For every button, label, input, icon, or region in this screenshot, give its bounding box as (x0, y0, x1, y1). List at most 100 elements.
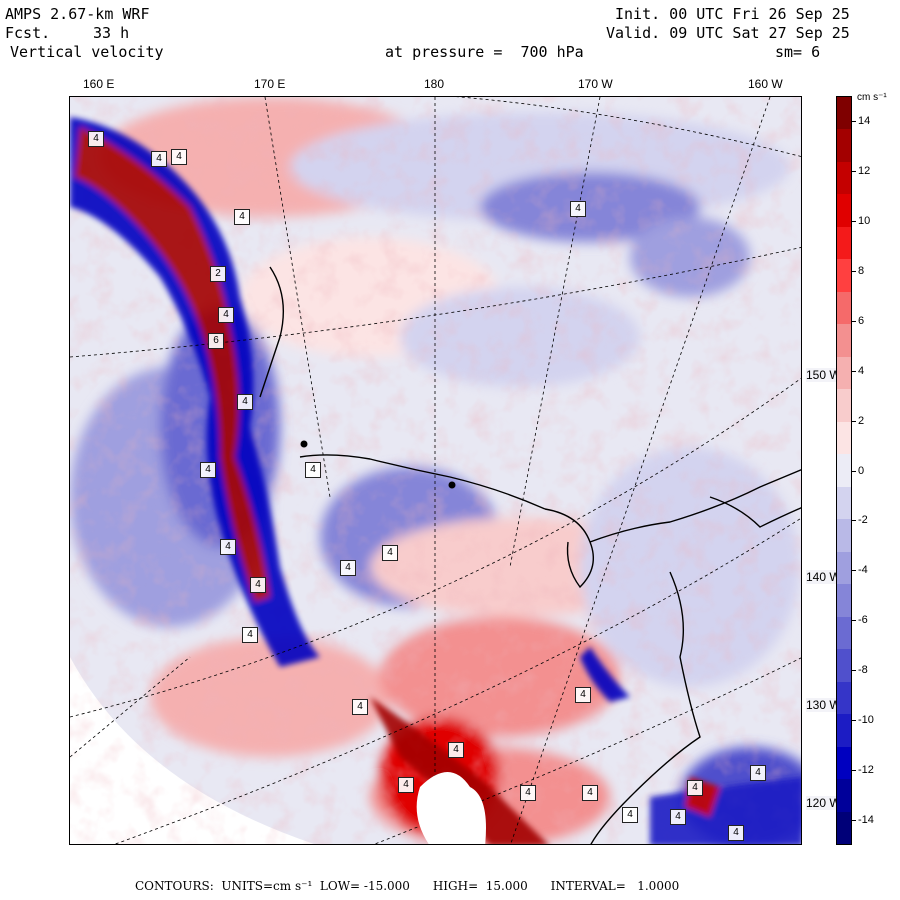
contour-label: 4 (750, 765, 766, 781)
contour-label: 2 (210, 266, 226, 282)
colorbar-tick-mark (851, 220, 856, 222)
colorbar-segment (837, 324, 851, 358)
colorbar (836, 96, 852, 845)
colorbar-tick-label: -2 (858, 514, 868, 527)
lon-label-160w: 160 W (748, 77, 783, 91)
colorbar-tick-label: 6 (858, 314, 865, 327)
colorbar-segment (837, 616, 851, 651)
colorbar-segment (837, 584, 851, 618)
colorbar-tick-mark (851, 270, 856, 272)
coastline (259, 266, 801, 844)
init-time: Init. 00 UTC Fri 26 Sep 25 (615, 5, 850, 23)
contour-label: 4 (237, 394, 253, 410)
colorbar-tick-mark (851, 120, 856, 122)
contour-label: 4 (352, 699, 368, 715)
colorbar-tick-label: 10 (858, 214, 871, 227)
colorbar-tick-mark (851, 370, 856, 372)
mountain-band (70, 117, 801, 844)
valid-time: Valid. 09 UTC Sat 27 Sep 25 (606, 24, 850, 42)
contour-label: 4 (200, 462, 216, 478)
contour-label: 4 (220, 539, 236, 555)
colorbar-tick-mark (851, 720, 856, 722)
contour-label: 4 (305, 462, 321, 478)
colorbar-tick-mark (851, 570, 856, 572)
colorbar-tick-label: -6 (858, 614, 868, 627)
land-patch (416, 772, 486, 844)
contour-label: 4 (234, 209, 250, 225)
contour-label: 4 (448, 742, 464, 758)
contour-label: 4 (171, 149, 187, 165)
colorbar-segment (837, 356, 851, 391)
contour-label: 4 (250, 577, 266, 593)
colorbar-tick-label: -14 (858, 814, 874, 827)
colorbar-segment (837, 259, 851, 293)
contour-footer: CONTOURS: UNITS=cm s⁻¹ LOW= -15.000 HIGH… (135, 879, 680, 893)
colorbar-segment (837, 421, 851, 456)
colorbar-segment (837, 226, 851, 261)
colorbar-tick-mark (851, 770, 856, 772)
colorbar-tick-label: 0 (858, 464, 865, 477)
colorbar-segment (837, 779, 851, 813)
colorbar-segment (837, 161, 851, 196)
station-dot (448, 481, 456, 489)
contour-label: 4 (687, 780, 703, 796)
contour-label: 4 (398, 777, 414, 793)
colorbar-segment (837, 129, 851, 163)
contour-label: 6 (208, 333, 224, 349)
colorbar-tick-label: 14 (858, 114, 871, 127)
contour-label: 4 (242, 627, 258, 643)
contour-label: 4 (151, 151, 167, 167)
colorbar-tick-mark (851, 420, 856, 422)
contour-label: 4 (670, 809, 686, 825)
colorbar-unit-label: cm s⁻¹ (857, 92, 887, 103)
lat-label-120w: 120 W (806, 796, 841, 810)
lat-label-130w: 130 W (806, 698, 841, 712)
colorbar-tick-label: -8 (858, 664, 868, 677)
map-field-svg (70, 97, 801, 844)
lon-label-160e: 160 E (83, 77, 115, 91)
lat-label-140w: 140 W (806, 570, 841, 584)
lon-label-180: 180 (424, 77, 445, 91)
contour-label: 4 (340, 560, 356, 576)
colorbar-segment (837, 454, 851, 488)
contour-label: 4 (622, 807, 638, 823)
colorbar-segment (837, 389, 851, 423)
colorbar-tick-mark (851, 170, 856, 172)
colorbar-segment (837, 746, 851, 781)
colorbar-segment (837, 681, 851, 716)
colorbar-segment (837, 291, 851, 326)
colorbar-tick-label: -10 (858, 714, 874, 727)
lon-label-170e: 170 E (254, 77, 286, 91)
contour-label: 4 (520, 785, 536, 801)
colorbar-segment (837, 194, 851, 228)
colorbar-tick-label: 8 (858, 264, 865, 277)
colorbar-tick-label: 12 (858, 164, 871, 177)
smoothing-label: sm= 6 (775, 43, 821, 61)
forecast-hours: 33 h (93, 24, 130, 42)
contour-label: 4 (728, 825, 744, 841)
colorbar-tick-mark (851, 620, 856, 622)
colorbar-tick-mark (851, 820, 856, 822)
lat-label-150w: 150 W (806, 368, 841, 382)
colorbar-segment (837, 714, 851, 748)
station-dot (300, 440, 308, 448)
colorbar-segment (837, 519, 851, 553)
field-name: Vertical velocity (10, 43, 164, 61)
contour-label: 4 (570, 201, 586, 217)
colorbar-segment (837, 551, 851, 586)
colorbar-tick-mark (851, 520, 856, 522)
colorbar-tick-mark (851, 670, 856, 672)
colorbar-segment (837, 649, 851, 683)
contour-label: 4 (575, 687, 591, 703)
colorbar-tick-label: -12 (858, 764, 874, 777)
lon-label-170w: 170 W (578, 77, 613, 91)
contour-label: 4 (88, 131, 104, 147)
colorbar-segment (837, 486, 851, 521)
pressure-level: at pressure = 700 hPa (385, 43, 584, 61)
colorbar-tick-mark (851, 470, 856, 472)
contour-label: 4 (582, 785, 598, 801)
colorbar-tick-mark (851, 320, 856, 322)
colorbar-tick-label: 2 (858, 414, 865, 427)
contour-label: 4 (218, 307, 234, 323)
model-title: AMPS 2.67-km WRF (5, 5, 150, 23)
